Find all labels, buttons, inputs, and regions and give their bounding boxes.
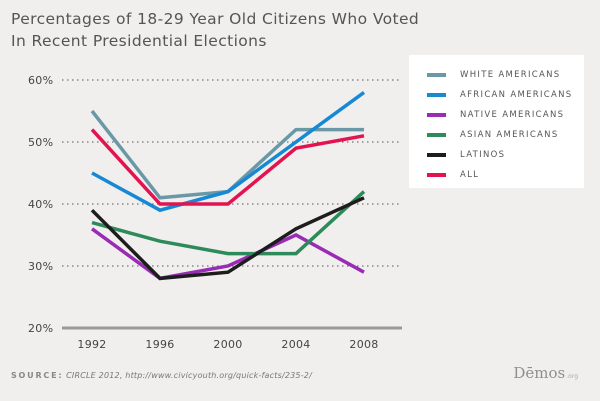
series-line <box>90 227 365 281</box>
legend-swatch <box>427 93 446 97</box>
legend-swatch <box>427 173 446 177</box>
y-tick-label: 20% <box>28 322 53 335</box>
x-tick-label: 1996 <box>145 338 174 351</box>
legend-swatch <box>427 153 446 157</box>
legend-label: LATINOS <box>460 150 506 160</box>
chart-title-line-2: In Recent Presidential Elections <box>11 32 267 50</box>
chart-title: Percentages of 18-29 Year Old Citizens W… <box>11 8 431 52</box>
legend-label: ASIAN AMERICANS <box>460 130 559 140</box>
legend-item: LATINOS <box>427 149 505 161</box>
series-line <box>90 196 365 281</box>
legend-item: AFRICAN AMERICANS <box>427 89 572 101</box>
source-note: SOURCE: CIRCLE 2012, http://www.civicyou… <box>11 371 312 380</box>
x-tick-label: 2004 <box>281 338 310 351</box>
legend-swatch <box>427 73 446 77</box>
series-line <box>91 90 366 213</box>
logo-suffix: .org <box>566 373 578 380</box>
y-tick-label: 40% <box>28 198 53 211</box>
legend-label: ALL <box>460 170 480 180</box>
demos-logo: Dēmos.org <box>513 364 578 382</box>
legend-swatch <box>427 133 446 137</box>
x-tick-label: 1992 <box>77 338 106 351</box>
y-tick-label: 50% <box>28 136 53 149</box>
x-tick-label: 2008 <box>349 338 378 351</box>
legend-label: AFRICAN AMERICANS <box>460 90 573 100</box>
logo-text: Dēmos <box>513 364 566 382</box>
legend-label: NATIVE AMERICANS <box>460 110 565 120</box>
legend-item: ALL <box>427 169 479 181</box>
legend-swatch <box>427 113 446 117</box>
series-line <box>91 190 366 256</box>
legend-item: NATIVE AMERICANS <box>427 109 564 121</box>
legend: WHITE AMERICANS AFRICAN AMERICANS NATIVE A… <box>409 55 584 188</box>
x-tick-label: 2000 <box>213 338 242 351</box>
legend-label: WHITE AMERICANS <box>460 70 561 80</box>
series-line <box>90 128 365 206</box>
chart-title-line-1: Percentages of 18-29 Year Old Citizens W… <box>11 10 420 28</box>
y-tick-label: 30% <box>28 260 53 273</box>
legend-item: ASIAN AMERICANS <box>427 129 559 141</box>
source-label: SOURCE: <box>11 371 64 380</box>
y-tick-label: 60% <box>28 74 53 87</box>
source-citation: CIRCLE 2012, http://www.civicyouth.org/q… <box>66 371 312 380</box>
legend-item: WHITE AMERICANS <box>427 69 561 81</box>
